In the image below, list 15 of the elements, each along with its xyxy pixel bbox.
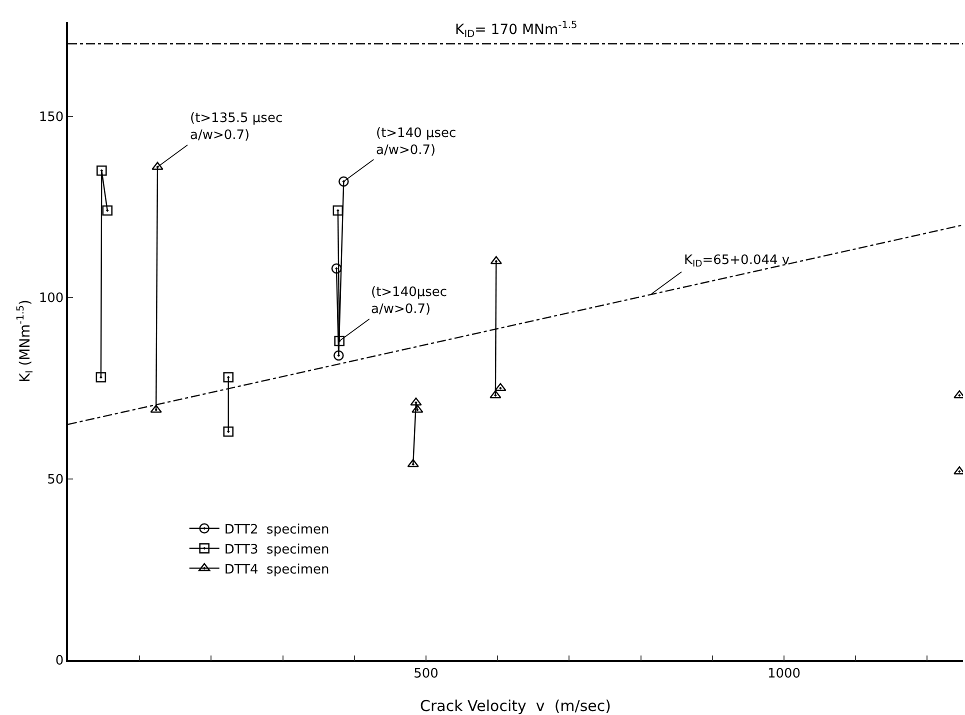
annotation: (t>140 μsec a/w>0.7) [376,126,456,158]
legend-label: DTT4 specimen [224,562,330,578]
x-axis-title: Crack Velocity v (m/sec) [420,697,611,715]
annotation: (t>140μsec a/w>0.7) [371,285,448,317]
y-tick-label: 100 [38,291,64,306]
y-tick-label: 50 [47,472,64,488]
annotation: K$_{ID}$=65+0.044 v [684,253,790,270]
x-tick-label: 500 [414,666,438,682]
y-tick-label: 0 [55,654,64,669]
x-tick-label: 1000 [767,666,801,682]
legend-label: DTT2 specimen [224,522,330,538]
legend-label: DTT3 specimen [224,542,330,558]
ref-line-label: K$_{ID}$= 170 MNm$^{-1.5}$ [455,20,578,40]
annotation: (t>135.5 μsec a/w>0.7) [190,111,283,143]
y-tick-label: 150 [38,110,64,125]
